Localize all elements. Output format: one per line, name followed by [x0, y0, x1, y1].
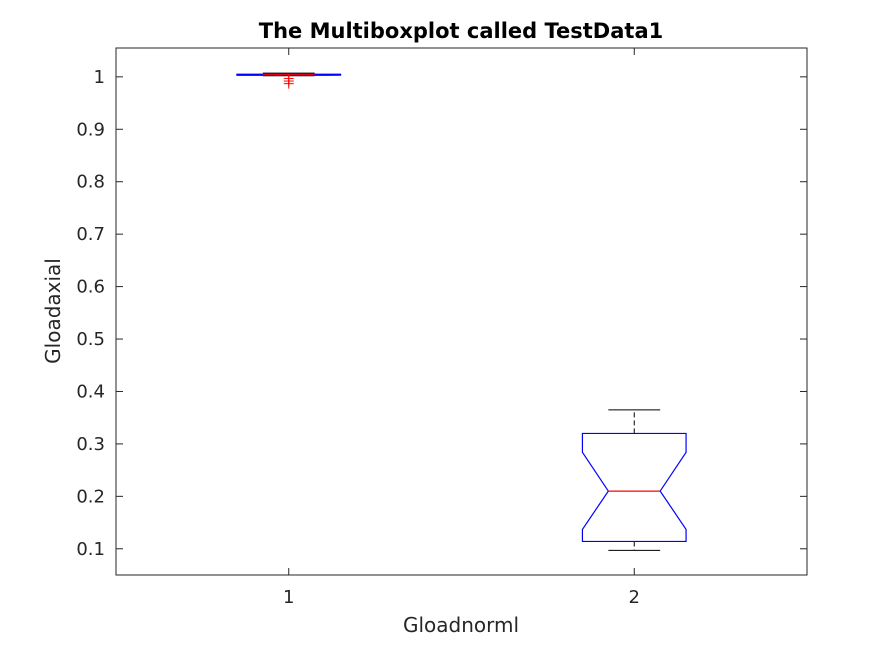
x-tick-label: 1: [283, 587, 294, 608]
box-2: [581, 409, 687, 551]
plot-area-frame: [115, 47, 808, 576]
y-tick-label: 0.5: [76, 329, 105, 350]
y-tick-label: 0.2: [76, 486, 105, 507]
y-tick-label: 1: [94, 67, 105, 88]
notched-box: [581, 432, 687, 543]
x-tick-label: 2: [629, 587, 640, 608]
box-1: [236, 72, 342, 89]
y-tick-label: 0.1: [76, 539, 105, 560]
y-tick-label: 0.3: [76, 434, 105, 455]
y-tick-label: 0.4: [76, 381, 105, 402]
outlier-marker: [283, 78, 294, 89]
y-tick-label: 0.8: [76, 172, 105, 193]
box-series: [236, 72, 687, 551]
y-axis-label: Gloadaxial: [41, 258, 65, 364]
x-axis-label: Gloadnorml: [403, 613, 519, 637]
y-tick-label: 0.7: [76, 224, 105, 245]
chart-title: The Multiboxplot called TestData1: [259, 19, 663, 43]
y-axis: 0.1 0.2 0.3 0.4 0.5 0.6 0.7 0.8 0.9 1: [76, 67, 807, 560]
y-tick-label: 0.9: [76, 119, 105, 140]
y-tick-label: 0.6: [76, 277, 105, 298]
notched-box: [236, 73, 342, 76]
